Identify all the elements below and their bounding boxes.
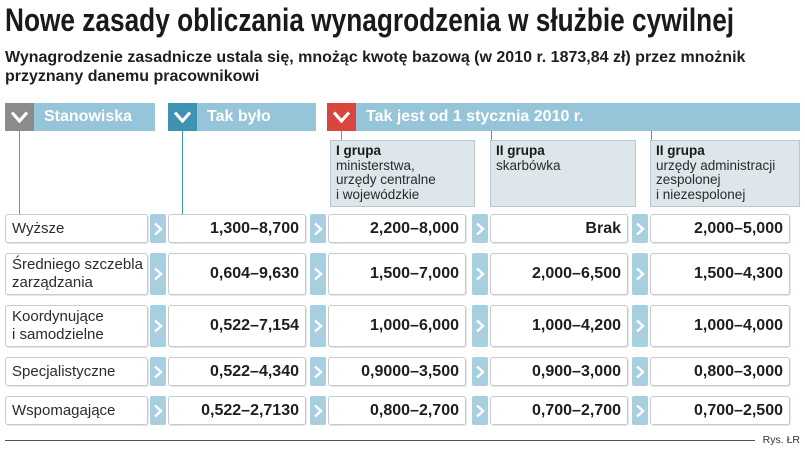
group-name: I grupa — [336, 143, 382, 158]
value-cell: 1,500–4,300 — [650, 253, 790, 295]
value-cell: 2,000–6,500 — [490, 253, 628, 295]
chart-subtitle: Wynagrodzenie zasadnicze ustala się, mno… — [5, 49, 746, 85]
value-cell: 0,9000–3,500 — [328, 357, 466, 386]
value-cell: Brak — [490, 214, 628, 243]
chevron-down-icon — [327, 103, 356, 131]
value-cell: 1,500–7,000 — [328, 253, 466, 295]
table-body: Wyższe 1,300–8,700 2,200–8,000 Brak 2,000–5,… — [0, 214, 805, 435]
group-box-2: II grupa skarbówka — [490, 140, 636, 207]
group-name: II grupa — [656, 143, 705, 158]
chevron-right-icon — [310, 253, 326, 295]
value-cell: 0,604–9,630 — [168, 253, 306, 295]
table-row: Wspomagające 0,522–2,7130 0,800–2,700 0,700… — [0, 396, 805, 425]
chevron-right-icon — [472, 357, 488, 386]
group-name: II grupa — [496, 143, 545, 158]
chart-title: Nowe zasady obliczania wynagrodzenia w s… — [5, 2, 735, 38]
chevron-right-icon — [150, 253, 166, 295]
chevron-right-icon — [150, 396, 166, 425]
table-row: Specjalistyczne 0,522–4,340 0,9000–3,500 0,… — [0, 357, 805, 386]
header-after-label: Tak jest od 1 stycznia 2010 r. — [356, 103, 800, 131]
chevron-right-icon — [150, 305, 166, 347]
credit: Rys. ŁR — [762, 434, 800, 446]
group-box-3: II grupa urzędy administracji zespolonej… — [650, 140, 800, 207]
value-cell: 0,700–2,500 — [650, 396, 790, 425]
chevron-right-icon — [150, 214, 166, 243]
header-positions-label: Stanowiska — [34, 103, 155, 131]
chevron-right-icon — [472, 305, 488, 347]
group-description: urzędy administracji zespolonej i niezes… — [656, 157, 776, 202]
connector-line — [182, 131, 183, 214]
connector-line — [651, 131, 652, 140]
chevron-right-icon — [472, 396, 488, 425]
value-cell: 1,000–4,200 — [490, 305, 628, 347]
table-row: Średniego szczebla zarządzania 0,604–9,63… — [0, 253, 805, 295]
row-label: Wspomagające — [5, 396, 148, 425]
value-cell: 1,000–6,000 — [328, 305, 466, 347]
row-label: Wyższe — [5, 214, 148, 243]
value-cell: 0,700–2,700 — [490, 396, 628, 425]
chevron-right-icon — [310, 357, 326, 386]
row-label: Koordynujące i samodzielne — [5, 305, 148, 347]
row-label: Specjalistyczne — [5, 357, 148, 386]
chevron-right-icon — [632, 253, 648, 295]
value-cell: 1,300–8,700 — [168, 214, 306, 243]
chevron-right-icon — [472, 214, 488, 243]
table-row: Koordynujące i samodzielne 0,522–7,154 1,0… — [0, 305, 805, 347]
chevron-down-icon — [5, 103, 34, 131]
value-cell: 2,200–8,000 — [328, 214, 466, 243]
value-cell: 2,000–5,000 — [650, 214, 790, 243]
value-cell: 0,900–3,000 — [490, 357, 628, 386]
value-cell: 0,800–3,000 — [650, 357, 790, 386]
group-box-1: I grupa ministerstwa, urzędy centralne i… — [330, 140, 475, 207]
chevron-right-icon — [632, 396, 648, 425]
connector-line — [341, 131, 342, 140]
chevron-right-icon — [632, 357, 648, 386]
chevron-right-icon — [632, 305, 648, 347]
header-before-label: Tak było — [197, 103, 316, 131]
header-before: Tak było — [168, 103, 316, 131]
group-description: skarbówka — [496, 157, 561, 173]
value-cell: 0,522–7,154 — [168, 305, 306, 347]
chevron-right-icon — [310, 214, 326, 243]
value-cell: 1,000–4,000 — [650, 305, 790, 347]
header-after: Tak jest od 1 stycznia 2010 r. — [327, 103, 800, 131]
group-description: ministerstwa, urzędy centralne i wojewód… — [336, 157, 436, 202]
chevron-right-icon — [310, 305, 326, 347]
header-positions: Stanowiska — [5, 103, 155, 131]
chevron-right-icon — [310, 396, 326, 425]
connector-line — [19, 131, 20, 214]
row-label: Średniego szczebla zarządzania — [5, 253, 148, 295]
chevron-right-icon — [472, 253, 488, 295]
value-cell: 0,522–2,7130 — [168, 396, 306, 425]
chevron-down-icon — [168, 103, 197, 131]
chevron-right-icon — [632, 214, 648, 243]
connector-line — [491, 131, 492, 140]
chevron-right-icon — [150, 357, 166, 386]
value-cell: 0,800–2,700 — [328, 396, 466, 425]
value-cell: 0,522–4,340 — [168, 357, 306, 386]
footer-rule — [5, 440, 755, 441]
table-row: Wyższe 1,300–8,700 2,200–8,000 Brak 2,000–5,… — [0, 214, 805, 243]
